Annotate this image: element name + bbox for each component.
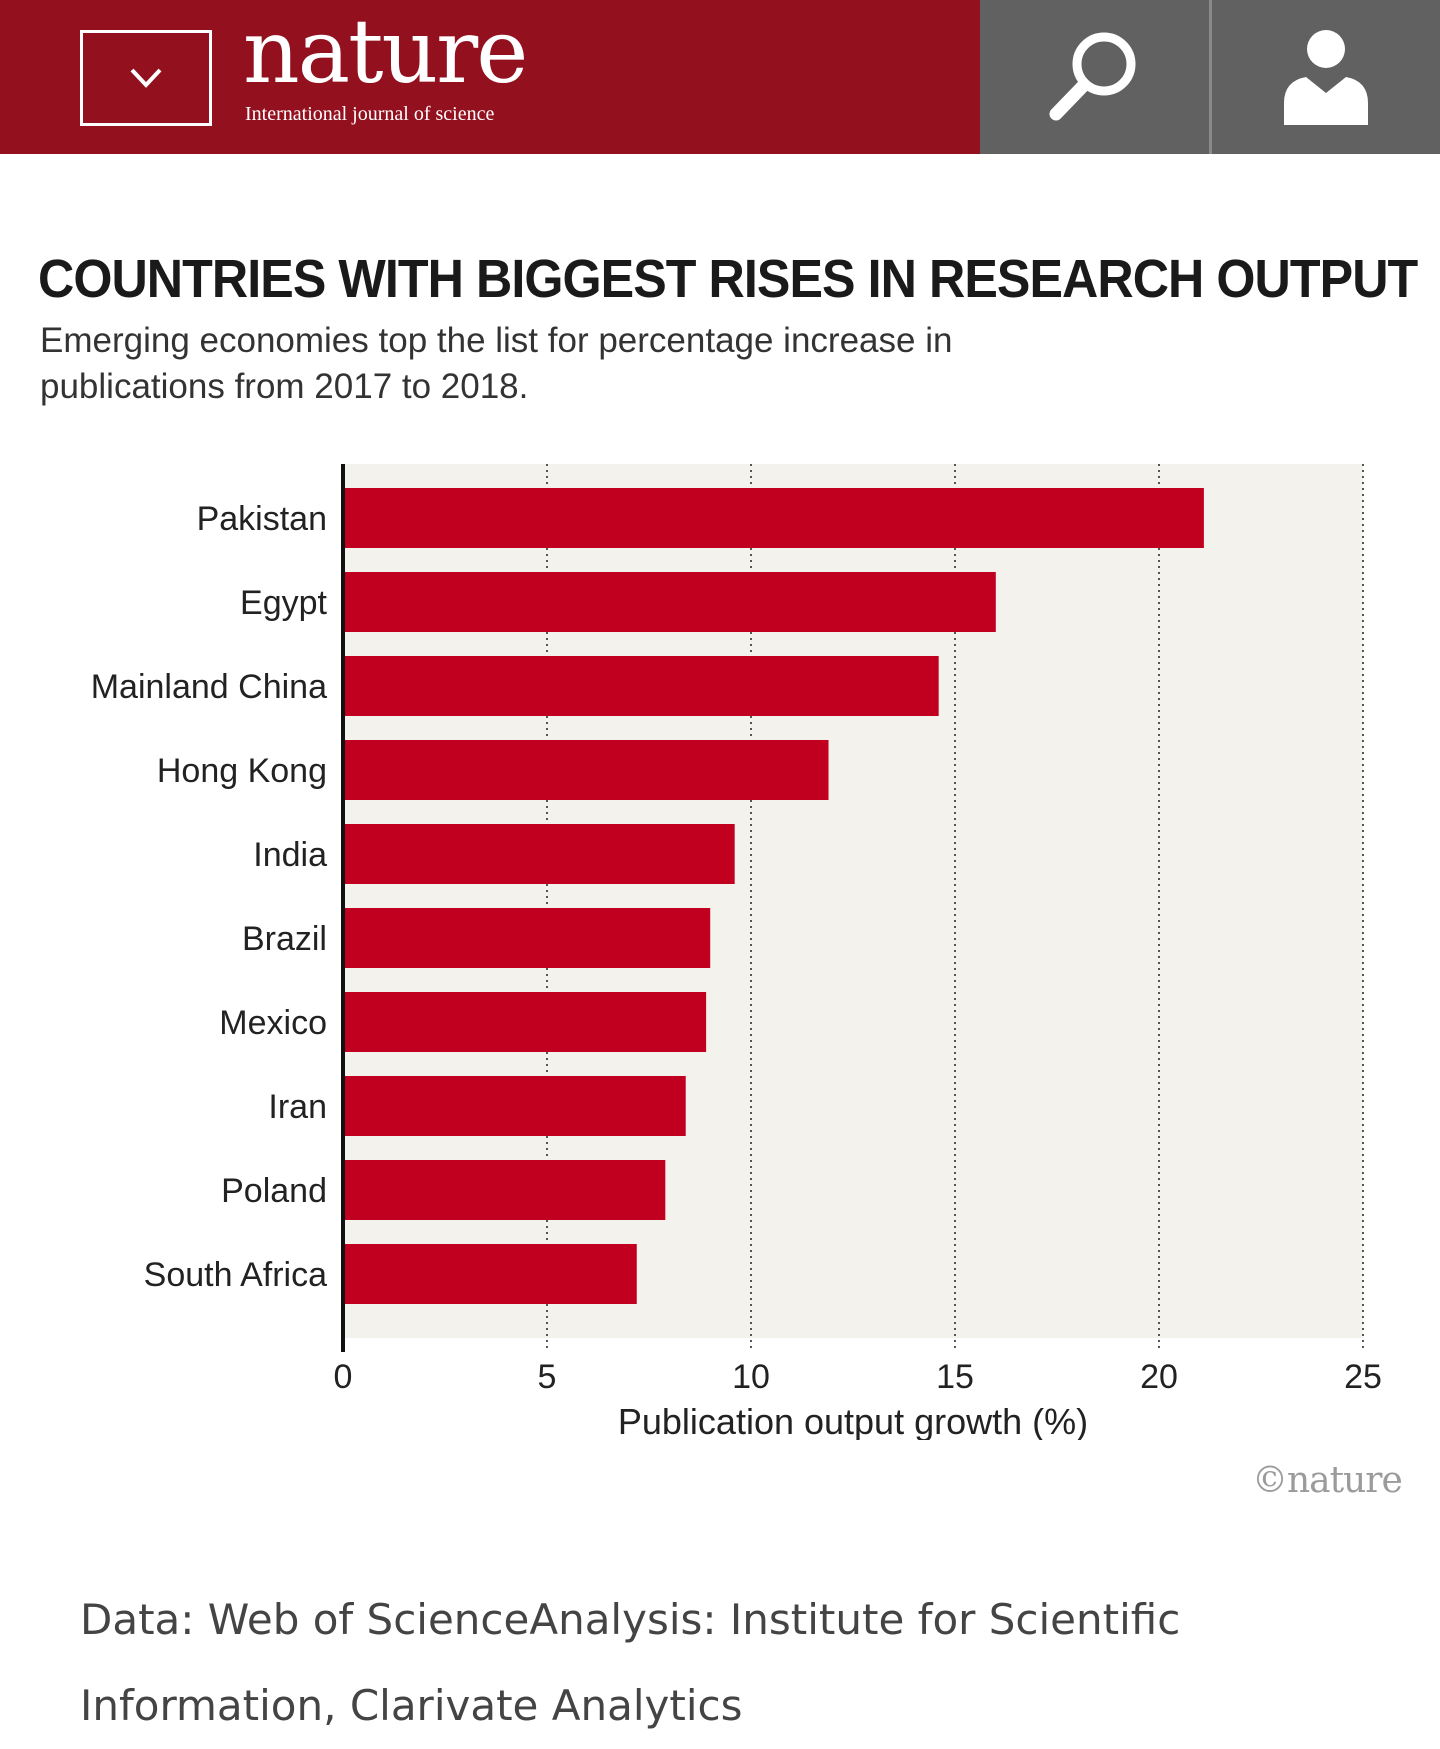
site-header: nature International journal of science — [0, 0, 1440, 154]
category-label: Mainland China — [91, 668, 327, 706]
chart-title: COUNTRIES WITH BIGGEST RISES IN RESEARCH… — [38, 249, 1418, 309]
category-label: Iran — [268, 1088, 327, 1126]
search-icon — [1049, 32, 1136, 121]
bar — [343, 1076, 686, 1136]
x-tick-label: 15 — [936, 1358, 974, 1396]
header-divider — [1209, 0, 1212, 154]
brand-bar: nature International journal of science — [0, 0, 980, 154]
bar — [343, 908, 711, 968]
chart-subtitle: Emerging economies top the list for perc… — [40, 321, 953, 406]
category-label: Brazil — [242, 920, 327, 958]
nature-credit: ©nature — [1252, 1460, 1403, 1501]
x-tick-label: 20 — [1140, 1358, 1178, 1396]
x-tick-label: 5 — [538, 1358, 557, 1396]
source-note: Data: Web of ScienceAnalysis: Institute … — [80, 1595, 1181, 1730]
x-tick-label: 0 — [334, 1358, 353, 1396]
bar — [343, 572, 996, 632]
bar — [343, 1160, 666, 1220]
x-tick-label: 25 — [1344, 1358, 1382, 1396]
bar — [343, 824, 735, 884]
x-axis-label: Publication output growth (%) — [618, 1401, 1088, 1440]
account-button[interactable] — [1212, 0, 1440, 154]
search-button[interactable] — [980, 0, 1210, 154]
user-icon — [1284, 30, 1368, 125]
bar — [343, 1244, 637, 1304]
bar — [343, 740, 829, 800]
bar-chart: Pakistan Egypt Mainland China Hong Kong Indi… — [91, 464, 1382, 1440]
logo[interactable]: nature — [243, 0, 528, 103]
category-label: Hong Kong — [157, 752, 327, 790]
bar — [343, 488, 1204, 548]
category-label: Poland — [221, 1172, 327, 1210]
chevron-down-icon — [130, 68, 162, 88]
bar — [343, 992, 707, 1052]
category-label: Mexico — [219, 1004, 327, 1042]
x-tick-label: 10 — [732, 1358, 770, 1396]
logo-tagline: International journal of science — [245, 103, 495, 125]
category-label: Pakistan — [197, 500, 327, 538]
bar — [343, 656, 939, 716]
category-label: South Africa — [144, 1256, 327, 1294]
menu-button[interactable] — [80, 30, 212, 126]
category-label: India — [253, 836, 327, 874]
category-label: Egypt — [240, 584, 327, 622]
